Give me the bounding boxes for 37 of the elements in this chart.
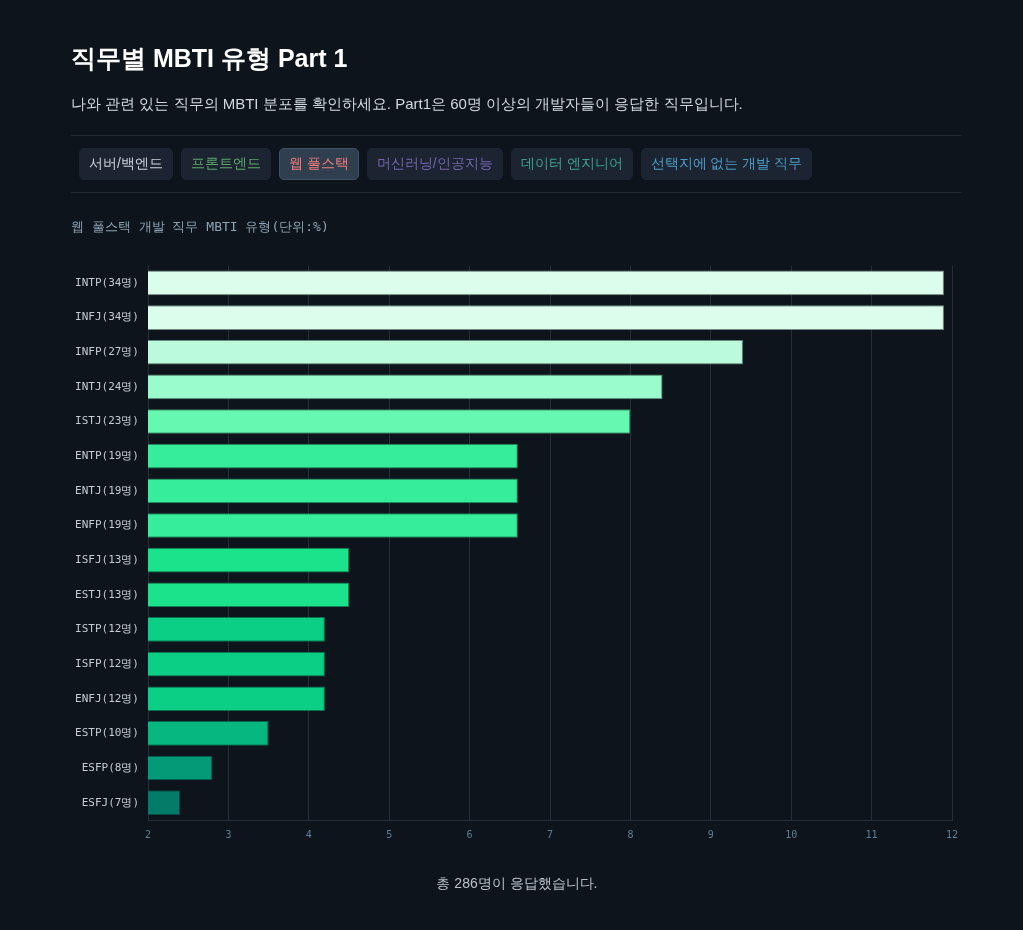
x-tick-label: 7 bbox=[546, 828, 554, 840]
y-tick-label: ISTJ(23명) bbox=[75, 414, 139, 428]
tab: 선택지에 없는 개발 직무 bbox=[640, 148, 813, 180]
x-tick-label: 12 bbox=[945, 828, 959, 840]
x-tick-label: 6 bbox=[466, 828, 473, 840]
text: 총 286명이 응답했습니다. bbox=[435, 875, 599, 893]
x-tick-label: 10 bbox=[785, 828, 798, 840]
y-tick-label: ISFJ(13명) bbox=[75, 552, 139, 566]
y-tick-label: ISTP(12명) bbox=[75, 622, 139, 636]
x-tick-label: 4 bbox=[305, 828, 312, 840]
tab: 프론트엔드 bbox=[180, 148, 271, 180]
chart-title: 직무별 MBTI 유형 Part 1 bbox=[71, 43, 348, 74]
chart-subtitle: 나와 관련 있는 직무의 MBTI 분포를 확인하세요. Part1은 60명 이상의 개발자들이 응답한 직무입니다. bbox=[71, 95, 743, 114]
x-tick-label: 3 bbox=[225, 828, 232, 840]
y-tick-label: ESTP(10명) bbox=[75, 726, 139, 740]
x-tick-label: 9 bbox=[707, 828, 714, 840]
y-tick-label: INFP(27명) bbox=[75, 345, 139, 359]
y-tick-label: ENTP(19명) bbox=[75, 449, 139, 463]
y-tick-label: ISFP(12명) bbox=[75, 656, 139, 670]
tab: 데이터 엔지니어 bbox=[510, 148, 633, 180]
y-tick-label: ENFJ(12명) bbox=[75, 691, 139, 705]
x-tick-label: 5 bbox=[386, 828, 393, 840]
tab: 서버/백엔드 bbox=[79, 148, 173, 180]
x-tick-label: 8 bbox=[627, 828, 634, 840]
x-tick-label: 11 bbox=[865, 828, 878, 840]
y-tick-label: ESTJ(13명) bbox=[75, 587, 139, 601]
y-tick-label: INFJ(34명) bbox=[75, 310, 139, 324]
y-tick-label: INTP(34명) bbox=[75, 275, 139, 289]
text: 웹 풀스택 개발 직무 MBTI 유형(단위:%) bbox=[71, 218, 329, 236]
y-tick-label: ENFP(19명) bbox=[75, 518, 139, 532]
y-tick-label: INTJ(24명) bbox=[75, 379, 139, 393]
tab: 머신러닝/인공지능 bbox=[366, 148, 503, 180]
y-tick-label: ENTJ(19명) bbox=[75, 483, 139, 497]
y-tick-label: ESFP(8명) bbox=[81, 760, 139, 774]
y-tick-label: ESFJ(7명) bbox=[81, 795, 139, 809]
x-tick-label: 2 bbox=[144, 828, 152, 840]
tab: 웹 풀스택 bbox=[278, 148, 359, 180]
